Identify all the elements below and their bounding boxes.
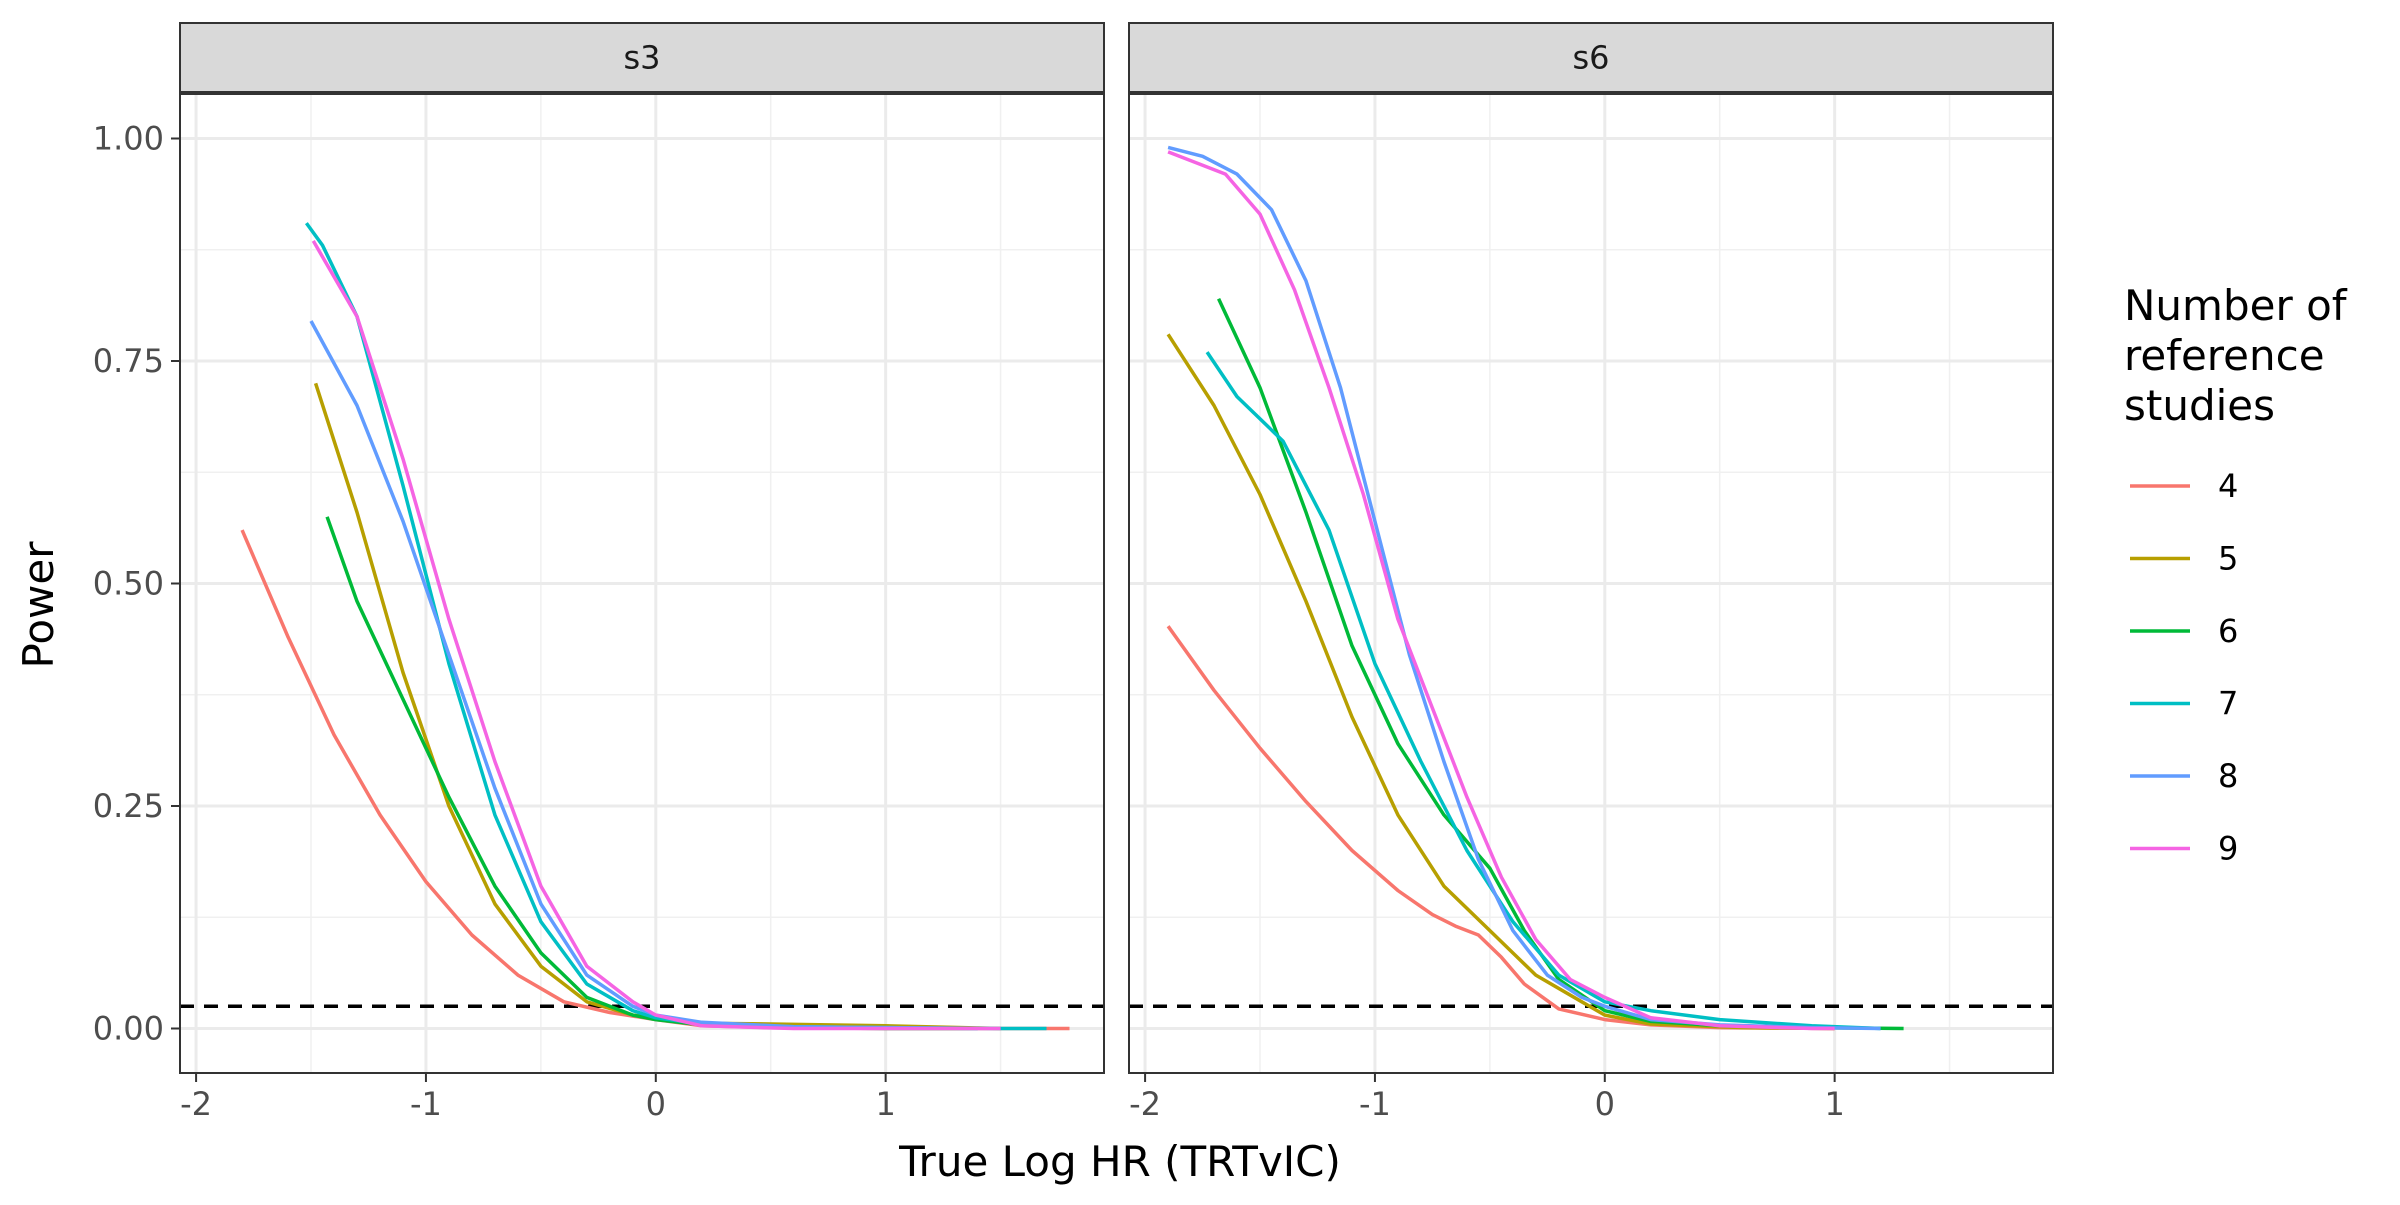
y-tick-label: 0.75 (93, 342, 164, 380)
legend-title: reference (2124, 331, 2325, 380)
series-line-9 (311, 240, 1001, 1031)
legend-label-8: 8 (2218, 757, 2238, 795)
y-tick-label: 0.50 (93, 565, 164, 603)
y-tick-label: 0.00 (93, 1010, 164, 1048)
x-tick-label: 1 (1824, 1085, 1844, 1123)
panel-s6: s6 -2 -1 0 1 (1128, 22, 2054, 1123)
facet-strip-label: s6 (1572, 39, 1609, 77)
y-axis-title: Power (14, 541, 63, 669)
series-line-4 (1166, 625, 1835, 1031)
x-tick-label: -1 (1359, 1085, 1391, 1123)
facet-strip (179, 22, 1105, 93)
x-tick-label: 0 (1595, 1085, 1615, 1123)
y-tick-label: 0.25 (93, 787, 164, 825)
x-tick-label: -2 (1129, 1085, 1161, 1123)
series-line-9 (1167, 150, 1835, 1031)
legend-title: Number of (2124, 281, 2348, 330)
x-tick-label: -2 (180, 1085, 212, 1123)
legend-label-9: 9 (2218, 830, 2238, 868)
x-axis-title: True Log HR (TRTvIC) (898, 1137, 1341, 1186)
facet-strip (1128, 22, 2054, 93)
legend-label-7: 7 (2218, 685, 2238, 723)
series-line-8 (309, 320, 978, 1031)
legend-label-4: 4 (2218, 467, 2238, 505)
y-tick-label: 1.00 (93, 120, 164, 158)
panel-s3: s3 -2 -1 0 1 0.00 0.25 0.50 0.75 1.00 (93, 22, 1105, 1123)
x-tick-label: 0 (646, 1085, 666, 1123)
facet-strip-label: s3 (623, 39, 660, 77)
x-tick-label: 1 (875, 1085, 895, 1123)
legend-title: studies (2124, 381, 2275, 430)
series-line-5 (1166, 333, 1835, 1031)
legend-label-6: 6 (2218, 612, 2238, 650)
panel-border (1128, 93, 2054, 1074)
legend-label-5: 5 (2218, 540, 2238, 578)
x-tick-label: -1 (410, 1085, 442, 1123)
